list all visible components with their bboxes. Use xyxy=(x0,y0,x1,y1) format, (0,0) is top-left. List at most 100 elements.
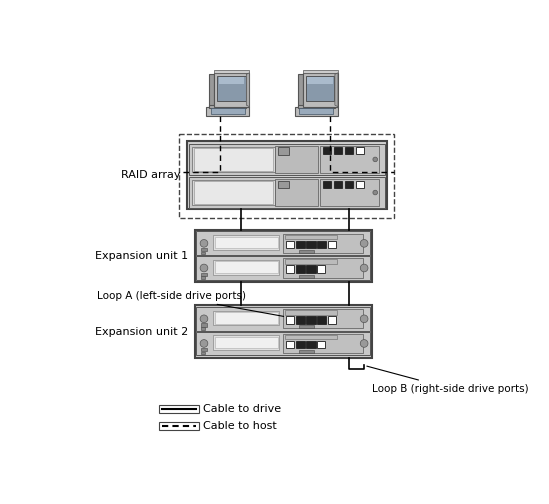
Bar xyxy=(345,180,352,187)
Bar xyxy=(298,105,335,108)
Bar xyxy=(295,316,305,324)
Bar xyxy=(195,230,372,282)
Polygon shape xyxy=(214,70,249,73)
Bar xyxy=(211,108,245,114)
Bar xyxy=(317,240,327,248)
Bar xyxy=(356,148,363,154)
Bar xyxy=(209,105,247,108)
Bar xyxy=(287,341,294,348)
Bar xyxy=(197,256,370,280)
Bar xyxy=(209,75,214,107)
Bar xyxy=(298,75,302,107)
Bar xyxy=(276,179,318,206)
Text: Expansion unit 2: Expansion unit 2 xyxy=(96,327,188,337)
Polygon shape xyxy=(335,73,338,107)
Circle shape xyxy=(200,340,208,347)
Bar xyxy=(197,231,370,256)
Text: Expansion unit 1: Expansion unit 1 xyxy=(96,251,188,261)
Bar xyxy=(321,179,379,206)
Bar xyxy=(299,108,333,114)
Bar xyxy=(307,78,333,84)
Bar xyxy=(295,265,305,273)
Text: Loop B (right-side drive ports): Loop B (right-side drive ports) xyxy=(367,366,529,394)
Bar xyxy=(285,335,337,339)
Bar xyxy=(187,141,387,209)
Bar xyxy=(287,240,294,248)
Bar xyxy=(285,234,337,239)
Text: Cable to drive: Cable to drive xyxy=(203,404,281,414)
Bar xyxy=(317,316,327,324)
Bar xyxy=(194,148,273,170)
Bar xyxy=(283,259,363,278)
Bar xyxy=(194,181,273,204)
Circle shape xyxy=(360,340,368,347)
Bar xyxy=(323,148,331,154)
Bar xyxy=(278,180,289,188)
Bar xyxy=(201,352,205,354)
Bar xyxy=(345,148,352,154)
Bar xyxy=(334,180,342,187)
Bar xyxy=(189,177,385,208)
Circle shape xyxy=(373,190,378,195)
Bar xyxy=(299,350,314,353)
Bar xyxy=(328,316,335,324)
Polygon shape xyxy=(247,73,249,107)
Bar xyxy=(206,107,249,116)
Bar xyxy=(317,265,325,273)
Bar xyxy=(213,235,279,250)
Bar xyxy=(287,316,294,324)
Bar xyxy=(213,260,279,275)
Bar xyxy=(201,273,207,276)
Circle shape xyxy=(360,239,368,247)
Text: RAID array: RAID array xyxy=(121,170,181,180)
Bar xyxy=(299,326,314,329)
Circle shape xyxy=(200,239,208,247)
Bar xyxy=(201,348,207,351)
Bar xyxy=(215,312,278,324)
Bar xyxy=(283,309,363,329)
Bar xyxy=(321,146,379,173)
Bar xyxy=(159,405,199,413)
Bar xyxy=(285,259,337,264)
Bar xyxy=(217,76,245,100)
Bar xyxy=(306,316,316,324)
Bar xyxy=(201,277,205,279)
Bar xyxy=(213,335,279,350)
Bar xyxy=(306,76,334,100)
Bar xyxy=(323,180,331,187)
Bar xyxy=(201,248,207,251)
Bar xyxy=(215,262,278,273)
Bar xyxy=(193,180,274,205)
Bar xyxy=(219,78,244,84)
Bar xyxy=(159,422,199,430)
Bar xyxy=(215,237,278,248)
Bar xyxy=(213,311,279,326)
Text: Cable to host: Cable to host xyxy=(203,421,277,431)
Bar xyxy=(197,307,370,331)
Bar xyxy=(285,310,337,314)
Bar xyxy=(295,240,305,248)
Bar xyxy=(306,341,316,348)
Bar xyxy=(302,73,338,107)
Bar xyxy=(201,327,205,330)
Bar xyxy=(328,240,335,248)
Bar xyxy=(214,73,249,107)
Bar xyxy=(195,305,372,358)
Bar xyxy=(178,134,394,218)
Circle shape xyxy=(200,315,208,323)
Bar xyxy=(201,324,207,327)
Bar xyxy=(295,107,338,116)
Bar xyxy=(189,144,385,175)
Text: Loop A (left-side drive ports): Loop A (left-side drive ports) xyxy=(97,291,284,317)
Circle shape xyxy=(360,315,368,323)
Bar xyxy=(278,148,289,155)
Circle shape xyxy=(360,264,368,272)
Bar xyxy=(201,252,205,254)
Bar xyxy=(334,148,342,154)
Bar xyxy=(299,250,314,253)
Bar xyxy=(356,180,363,187)
Circle shape xyxy=(373,157,378,162)
Bar xyxy=(215,337,278,348)
Circle shape xyxy=(200,264,208,272)
Bar xyxy=(295,341,305,348)
